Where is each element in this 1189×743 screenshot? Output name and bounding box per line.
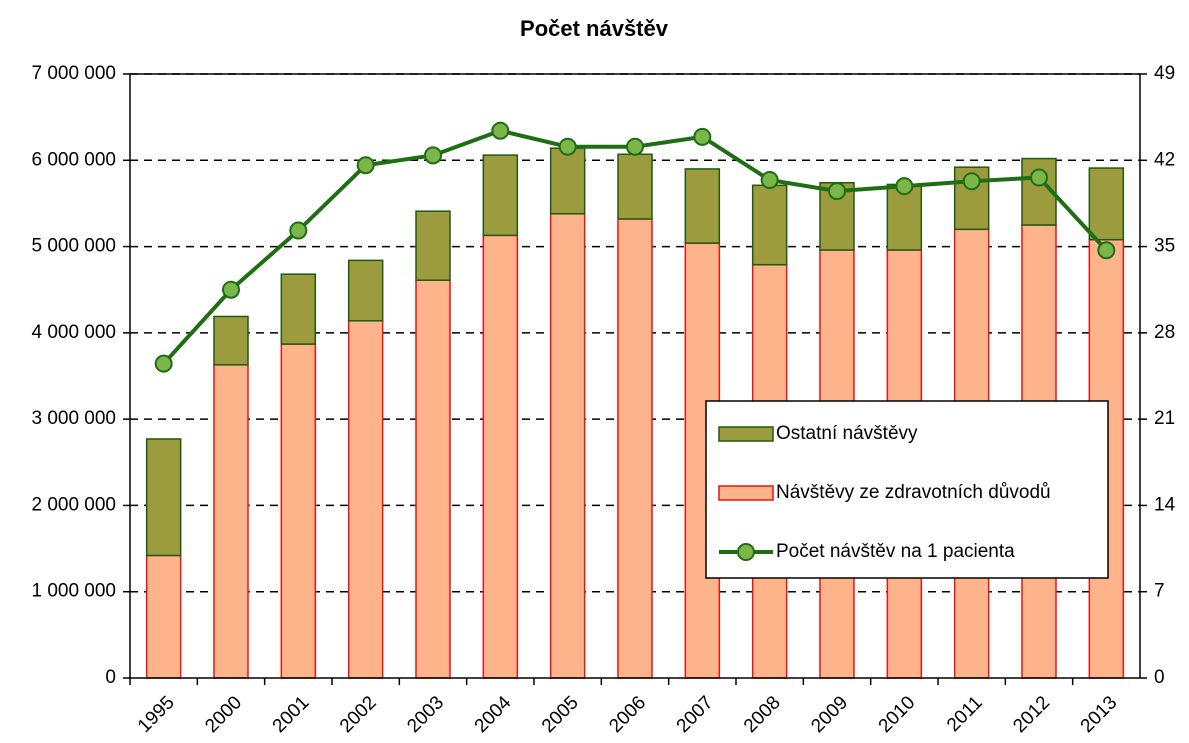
y2-tick-label: 0 bbox=[1154, 667, 1165, 688]
bar bbox=[415, 279, 451, 679]
bar bbox=[549, 213, 586, 679]
bar bbox=[145, 438, 182, 557]
marker bbox=[693, 127, 712, 146]
marker bbox=[962, 172, 981, 191]
marker bbox=[424, 146, 442, 165]
bar bbox=[886, 183, 923, 251]
marker bbox=[356, 156, 375, 175]
legend-swatch bbox=[718, 485, 774, 501]
bar bbox=[347, 320, 384, 679]
x-tick-label: 2002 bbox=[336, 692, 381, 737]
y-tick-label: 1 000 000 bbox=[31, 581, 116, 602]
x-tick-label: 2013 bbox=[1077, 692, 1122, 737]
y2-tick-label: 28 bbox=[1154, 322, 1175, 343]
bar bbox=[751, 184, 788, 266]
legend-label: Návštěvy ze zdravotních důvodů bbox=[776, 482, 1051, 503]
bar bbox=[347, 259, 384, 322]
bar bbox=[617, 153, 653, 220]
x-tick-label: 2003 bbox=[403, 692, 448, 737]
y-tick-label: 0 bbox=[105, 667, 116, 688]
bar bbox=[482, 154, 519, 237]
marker bbox=[1097, 241, 1116, 260]
marker bbox=[626, 137, 644, 156]
x-tick-label: 2012 bbox=[1009, 692, 1054, 737]
marker bbox=[558, 137, 577, 156]
y-tick-label: 6 000 000 bbox=[31, 149, 116, 170]
bar bbox=[684, 168, 721, 244]
x-tick-label: 2010 bbox=[875, 692, 920, 737]
y2-tick-label: 21 bbox=[1154, 408, 1175, 429]
marker bbox=[222, 280, 240, 299]
legend-label: Počet návštěv na 1 pacienta bbox=[776, 541, 1015, 562]
bar bbox=[415, 210, 451, 281]
bar bbox=[213, 315, 249, 366]
y2-tick-label: 42 bbox=[1154, 149, 1175, 170]
y2-tick-label: 7 bbox=[1154, 581, 1165, 602]
bar bbox=[549, 147, 586, 215]
y2-tick-label: 14 bbox=[1154, 494, 1176, 515]
x-tick-label: 2004 bbox=[471, 692, 516, 737]
bar bbox=[280, 343, 317, 679]
y-tick-label: 5 000 000 bbox=[31, 236, 116, 257]
legend-label: Ostatní návštěvy bbox=[776, 423, 918, 444]
x-tick-label: 2007 bbox=[673, 692, 718, 737]
bar bbox=[1088, 167, 1125, 241]
x-tick-label: 2009 bbox=[807, 692, 852, 737]
x-tick-label: 2008 bbox=[740, 692, 785, 737]
bar bbox=[213, 364, 249, 679]
marker bbox=[491, 121, 510, 140]
y-tick-label: 2 000 000 bbox=[31, 494, 116, 515]
y-tick-label: 3 000 000 bbox=[31, 408, 116, 429]
x-tick-label: 2005 bbox=[538, 692, 583, 737]
x-tick-label: 2011 bbox=[943, 692, 987, 736]
marker bbox=[289, 221, 308, 240]
x-tick-label: 2006 bbox=[605, 692, 650, 737]
marker bbox=[760, 171, 779, 190]
legend-marker bbox=[737, 543, 755, 561]
x-tick-label: 2000 bbox=[201, 692, 246, 737]
bar bbox=[280, 273, 317, 345]
y2-tick-label: 35 bbox=[1154, 236, 1175, 257]
y-tick-label: 7 000 000 bbox=[31, 63, 116, 84]
bar bbox=[482, 234, 519, 679]
bar bbox=[145, 554, 182, 679]
chart-title: Počet návštěv bbox=[520, 16, 669, 41]
y-tick-label: 4 000 000 bbox=[31, 322, 116, 343]
x-tick-label: 2001 bbox=[269, 692, 314, 737]
bar bbox=[617, 218, 653, 679]
x-tick-label: 1995 bbox=[134, 692, 179, 737]
marker bbox=[828, 182, 846, 201]
marker bbox=[154, 354, 173, 373]
legend-swatch bbox=[718, 426, 774, 442]
marker bbox=[1030, 168, 1048, 187]
y2-tick-label: 49 bbox=[1154, 63, 1175, 84]
marker bbox=[895, 177, 914, 196]
